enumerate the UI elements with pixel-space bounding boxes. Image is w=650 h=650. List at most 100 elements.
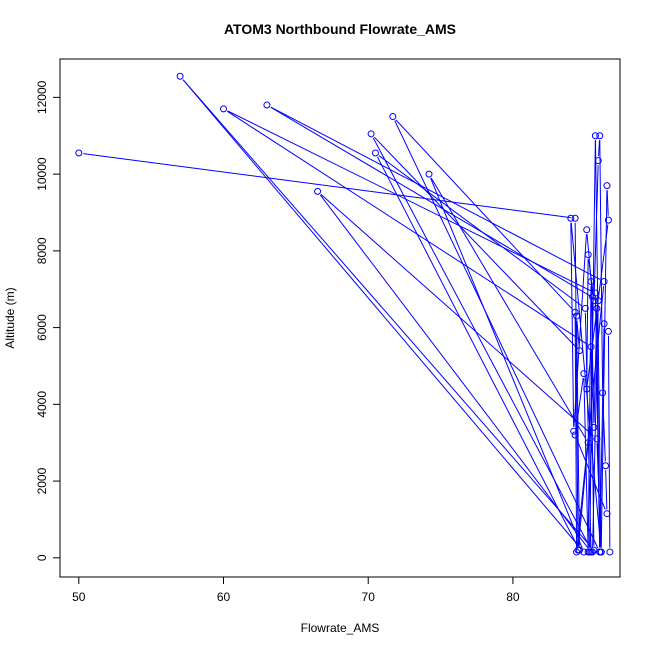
series-segment <box>599 328 605 548</box>
series-segment <box>430 178 583 549</box>
data-point <box>596 548 604 556</box>
data-point <box>583 226 591 234</box>
series-segment <box>606 190 609 216</box>
x-tick-label: 60 <box>217 590 231 604</box>
series-segment <box>596 312 601 548</box>
data-point <box>220 105 228 113</box>
series-segment <box>378 155 582 307</box>
y-tick-label: 2000 <box>35 467 49 494</box>
series-segment <box>394 120 599 549</box>
data-point <box>571 308 579 316</box>
series-segment <box>573 234 587 427</box>
data-point <box>176 72 184 80</box>
data-point <box>594 157 602 165</box>
data-point <box>575 347 583 355</box>
data-point <box>571 214 579 222</box>
y-tick-label: 8000 <box>35 237 49 264</box>
data-point <box>600 278 608 286</box>
data-point <box>583 385 591 393</box>
series-segment <box>593 165 599 297</box>
series-segment <box>182 79 592 548</box>
series-segment <box>575 378 584 431</box>
data-point <box>604 327 612 335</box>
series-segment <box>227 110 588 345</box>
data-point <box>602 462 610 470</box>
data-point <box>603 510 611 518</box>
data-point <box>575 546 583 554</box>
series-segment <box>373 136 577 348</box>
series-segment <box>588 259 594 297</box>
data-point <box>589 293 597 301</box>
data-point <box>75 149 83 157</box>
data-point <box>593 435 601 443</box>
series-segment <box>583 378 589 548</box>
data-point <box>596 132 604 140</box>
data-point <box>584 439 592 447</box>
series-segment <box>83 153 571 219</box>
series-segment <box>372 137 591 549</box>
series-segment <box>586 259 589 385</box>
data-point <box>570 427 578 435</box>
data-point <box>314 187 322 195</box>
series-segment <box>593 312 598 423</box>
series-segment <box>570 222 602 548</box>
data-point <box>600 320 608 328</box>
data-point <box>599 389 607 397</box>
data-point <box>389 113 397 121</box>
series-segment <box>270 106 601 280</box>
x-tick-label: 80 <box>506 590 520 604</box>
series-segment <box>602 397 606 462</box>
y-tick-label: 6000 <box>35 314 49 341</box>
data-point <box>590 423 598 431</box>
data-point <box>594 297 602 305</box>
series-segment <box>599 140 604 389</box>
series-lines <box>83 79 611 549</box>
y-axis-label: Altitude (m) <box>3 287 17 348</box>
data-point <box>593 304 601 312</box>
data-point <box>581 304 589 312</box>
series-segment <box>270 106 595 299</box>
x-tick-label: 70 <box>362 590 376 604</box>
series-segment <box>182 79 582 549</box>
data-point <box>587 343 595 351</box>
data-point <box>584 548 592 556</box>
data-point <box>603 182 611 190</box>
data-point <box>591 132 599 140</box>
data-point <box>263 101 271 109</box>
x-axis-label: Flowrate_AMS <box>301 621 380 635</box>
series-segment <box>377 156 578 547</box>
data-point <box>604 216 612 224</box>
series-segment <box>590 286 595 423</box>
data-point <box>371 149 379 157</box>
series-segment <box>320 193 594 437</box>
data-point <box>580 370 588 378</box>
series-segment <box>605 470 608 510</box>
y-tick-label: 0 <box>35 554 49 561</box>
series-segment <box>319 194 589 549</box>
chart-title: ATOM3 Northbound Flowrate_AMS <box>224 21 456 37</box>
plot-frame <box>59 58 621 578</box>
series-points <box>75 72 614 556</box>
y-tick-label: 10000 <box>35 157 49 191</box>
x-axis: 50 60 70 80 <box>72 577 520 604</box>
series-segment <box>576 320 580 347</box>
y-tick-label: 12000 <box>35 80 49 114</box>
data-point <box>590 297 598 305</box>
x-tick-label: 50 <box>72 590 86 604</box>
data-point <box>606 548 614 556</box>
y-tick-label: 4000 <box>35 391 49 418</box>
series-segment <box>587 286 592 548</box>
series-segment <box>570 222 575 427</box>
data-point <box>571 431 579 439</box>
data-point <box>567 214 575 222</box>
series-segment <box>576 285 605 548</box>
data-point <box>584 251 592 259</box>
data-point <box>367 130 375 138</box>
series-segment <box>600 190 608 548</box>
data-point <box>573 312 581 320</box>
series-segment <box>430 177 587 440</box>
y-axis: 0 2000 4000 6000 8000 10000 12000 <box>35 80 60 561</box>
data-point <box>587 278 595 286</box>
data-point <box>425 170 433 178</box>
